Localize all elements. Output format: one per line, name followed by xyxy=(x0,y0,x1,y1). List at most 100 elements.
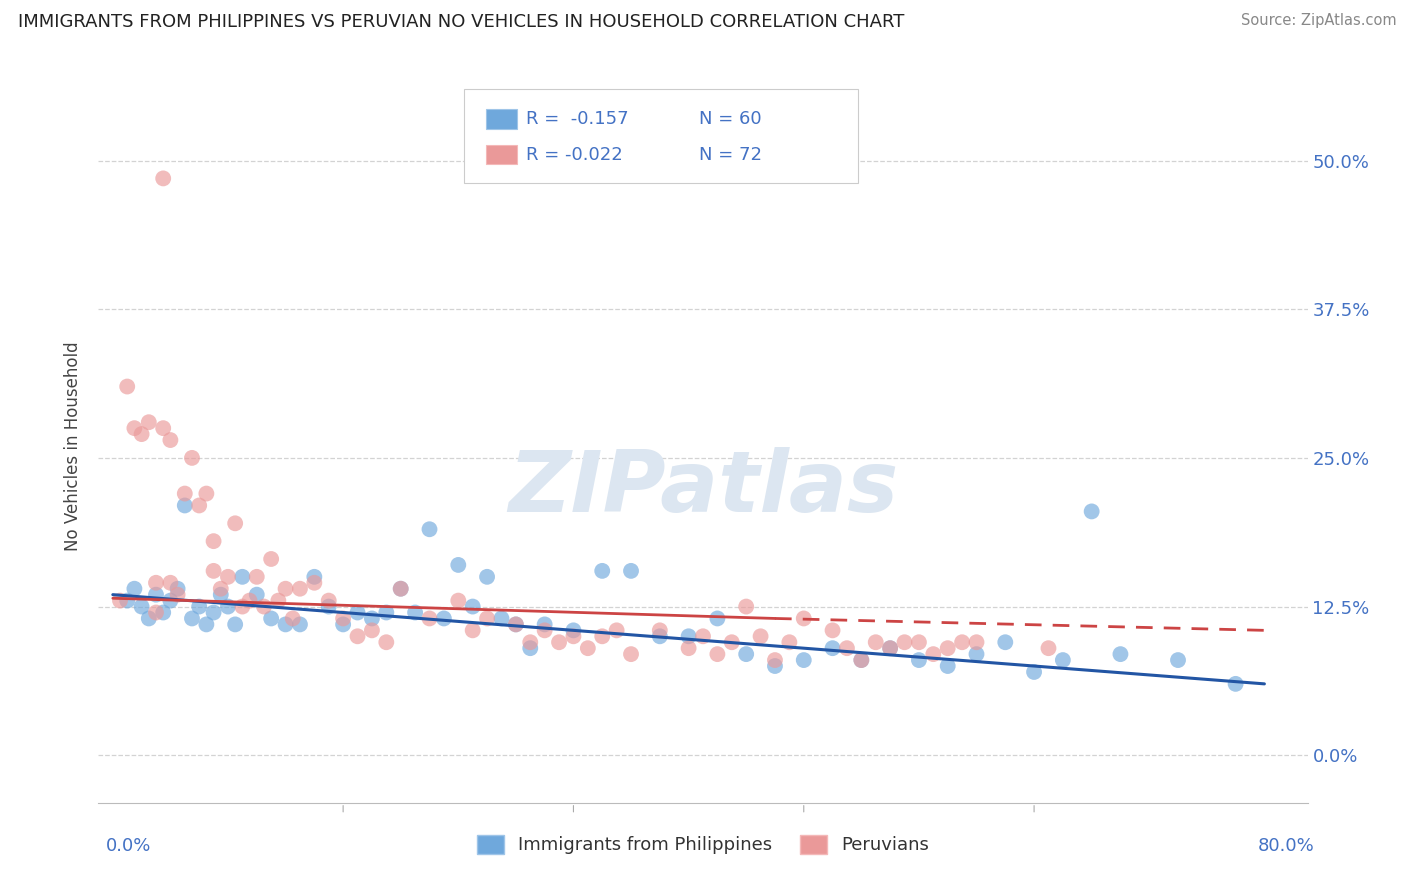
Point xyxy=(1080,504,1102,518)
Point xyxy=(173,486,195,500)
Point xyxy=(260,611,283,625)
Point xyxy=(404,606,426,620)
Point xyxy=(447,593,470,607)
Point xyxy=(475,611,498,625)
Point xyxy=(548,635,571,649)
Point xyxy=(1167,653,1189,667)
Point xyxy=(304,570,326,584)
Point xyxy=(188,599,211,614)
Point xyxy=(519,635,541,649)
Point xyxy=(591,629,613,643)
Text: R =  -0.157: R = -0.157 xyxy=(526,110,628,128)
Point xyxy=(763,659,786,673)
Point xyxy=(389,582,412,596)
Point xyxy=(793,611,815,625)
Point xyxy=(648,629,671,643)
Point xyxy=(994,635,1017,649)
Point xyxy=(115,379,138,393)
Point xyxy=(346,629,368,643)
Point xyxy=(138,415,160,429)
Text: Source: ZipAtlas.com: Source: ZipAtlas.com xyxy=(1240,13,1396,29)
Point xyxy=(735,647,758,661)
Point xyxy=(131,599,153,614)
Point xyxy=(209,588,232,602)
Point xyxy=(908,635,931,649)
Point xyxy=(591,564,613,578)
Point xyxy=(231,599,253,614)
Point xyxy=(562,629,585,643)
Point xyxy=(1038,641,1060,656)
Point xyxy=(533,617,555,632)
Point xyxy=(1022,665,1045,679)
Point xyxy=(936,659,959,673)
Point xyxy=(678,641,700,656)
Point xyxy=(966,635,988,649)
Point xyxy=(152,171,174,186)
Point xyxy=(461,599,484,614)
Point xyxy=(433,611,456,625)
Point xyxy=(706,611,728,625)
Point xyxy=(231,570,253,584)
Point xyxy=(173,499,195,513)
Point xyxy=(851,653,873,667)
Text: N = 72: N = 72 xyxy=(699,145,762,163)
Point xyxy=(606,624,628,638)
Point xyxy=(131,427,153,442)
Point xyxy=(793,653,815,667)
Point xyxy=(159,575,181,590)
Point xyxy=(202,564,225,578)
Point xyxy=(318,593,340,607)
Point xyxy=(735,599,758,614)
Point xyxy=(115,593,138,607)
Point xyxy=(620,647,643,661)
Point xyxy=(217,570,239,584)
Text: 80.0%: 80.0% xyxy=(1258,837,1315,855)
Point xyxy=(361,624,384,638)
Point xyxy=(166,588,188,602)
Point xyxy=(246,588,269,602)
Point xyxy=(418,611,440,625)
Point xyxy=(865,635,887,649)
Point xyxy=(239,593,262,607)
Point xyxy=(274,617,297,632)
Point xyxy=(166,582,188,596)
Point xyxy=(224,516,246,531)
Text: N = 60: N = 60 xyxy=(699,110,762,128)
Point xyxy=(152,421,174,435)
Point xyxy=(145,588,167,602)
Point xyxy=(281,611,304,625)
Point xyxy=(288,617,311,632)
Text: R = -0.022: R = -0.022 xyxy=(526,145,623,163)
Point xyxy=(692,629,714,643)
Point xyxy=(181,611,204,625)
Point xyxy=(389,582,412,596)
Point xyxy=(461,624,484,638)
Point xyxy=(195,486,218,500)
Point xyxy=(505,617,527,632)
Point xyxy=(274,582,297,596)
Point xyxy=(246,570,269,584)
Point xyxy=(152,606,174,620)
Point xyxy=(267,593,290,607)
Point xyxy=(124,421,146,435)
Point xyxy=(1225,677,1247,691)
Point xyxy=(519,641,541,656)
Point xyxy=(893,635,915,649)
Point xyxy=(375,606,398,620)
Text: 0.0%: 0.0% xyxy=(105,837,150,855)
Point xyxy=(202,606,225,620)
Point xyxy=(648,624,671,638)
Point xyxy=(851,653,873,667)
Point xyxy=(361,611,384,625)
Point xyxy=(562,624,585,638)
Point xyxy=(332,617,354,632)
Point xyxy=(749,629,772,643)
Point xyxy=(533,624,555,638)
Point xyxy=(318,599,340,614)
Point xyxy=(418,522,440,536)
Point xyxy=(620,564,643,578)
Point xyxy=(936,641,959,656)
Point xyxy=(209,582,232,596)
Point xyxy=(966,647,988,661)
Point xyxy=(491,611,513,625)
